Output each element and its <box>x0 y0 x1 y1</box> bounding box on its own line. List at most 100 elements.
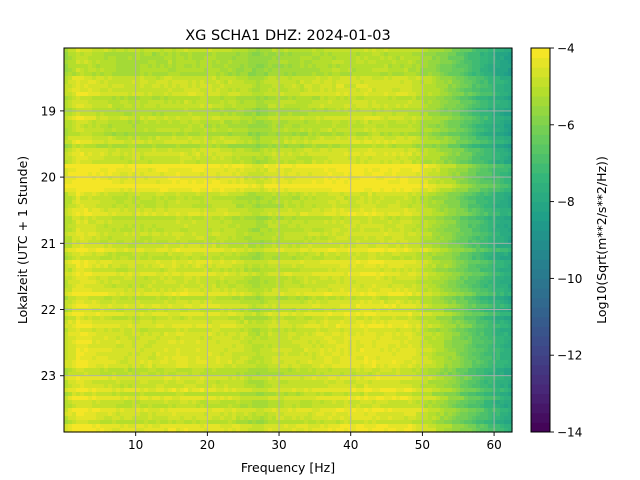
spectrogram-cell <box>480 160 485 165</box>
spectrogram-cell <box>448 168 453 173</box>
spectrogram-cell <box>216 156 221 161</box>
spectrogram-cell <box>88 224 93 229</box>
spectrogram-cell <box>424 52 429 57</box>
spectrogram-cell <box>460 80 465 85</box>
spectrogram-cell <box>468 184 473 189</box>
spectrogram-cell <box>496 64 501 69</box>
spectrogram-cell <box>408 84 413 89</box>
spectrogram-cell <box>228 192 233 197</box>
spectrogram-cell <box>328 220 333 225</box>
spectrogram-cell <box>248 80 253 85</box>
spectrogram-cell <box>132 56 137 61</box>
spectrogram-cell <box>164 156 169 161</box>
spectrogram-cell <box>248 128 253 133</box>
spectrogram-cell <box>312 152 317 157</box>
spectrogram-cell <box>484 136 489 141</box>
spectrogram-cell <box>120 148 125 153</box>
spectrogram-cell <box>368 196 373 201</box>
spectrogram-cell <box>504 220 509 225</box>
spectrogram-cell <box>336 192 341 197</box>
spectrogram-cell <box>164 116 169 121</box>
spectrogram-cell <box>104 172 109 177</box>
spectrogram-cell <box>180 208 185 213</box>
spectrogram-cell <box>456 168 461 173</box>
spectrogram-cell <box>288 72 293 77</box>
spectrogram-cell <box>428 188 433 193</box>
spectrogram-cell <box>124 180 129 185</box>
spectrogram-cell <box>84 72 89 77</box>
spectrogram-cell <box>80 208 85 213</box>
spectrogram-cell <box>396 152 401 157</box>
spectrogram-cell <box>244 124 249 129</box>
spectrogram-cell <box>172 132 177 137</box>
spectrogram-cell <box>360 212 365 217</box>
spectrogram-cell <box>292 80 297 85</box>
spectrogram-cell <box>360 164 365 169</box>
spectrogram-cell <box>164 176 169 181</box>
spectrogram-cell <box>92 172 97 177</box>
spectrogram-cell <box>244 68 249 73</box>
spectrogram-cell <box>192 140 197 145</box>
spectrogram-cell <box>124 116 129 121</box>
spectrogram-cell <box>444 172 449 177</box>
spectrogram-cell <box>344 84 349 89</box>
spectrogram-cell <box>120 60 125 65</box>
spectrogram-cell <box>272 164 277 169</box>
spectrogram-cell <box>460 136 465 141</box>
spectrogram-cell <box>104 220 109 225</box>
spectrogram-cell <box>472 216 477 221</box>
spectrogram-cell <box>200 152 205 157</box>
spectrogram-cell <box>376 204 381 209</box>
spectrogram-cell <box>268 132 273 137</box>
spectrogram-cell <box>412 196 417 201</box>
spectrogram-cell <box>104 116 109 121</box>
spectrogram-cell <box>180 176 185 181</box>
spectrogram-cell <box>204 144 209 149</box>
spectrogram-cell <box>300 200 305 205</box>
spectrogram-cell <box>156 196 161 201</box>
spectrogram-cell <box>260 60 265 65</box>
spectrogram-cell <box>380 120 385 125</box>
spectrogram-cell <box>216 180 221 185</box>
spectrogram-cell <box>480 80 485 85</box>
spectrogram-cell <box>476 112 481 117</box>
spectrogram-cell <box>372 92 377 97</box>
spectrogram-cell <box>260 172 265 177</box>
spectrogram-cell <box>344 116 349 121</box>
spectrogram-cell <box>224 208 229 213</box>
spectrogram-cell <box>272 80 277 85</box>
spectrogram-cell <box>400 72 405 77</box>
spectrogram-cell <box>476 196 481 201</box>
spectrogram-cell <box>496 104 501 109</box>
spectrogram-cell <box>424 100 429 105</box>
spectrogram-cell <box>432 76 437 81</box>
spectrogram-cell <box>100 208 105 213</box>
spectrogram-cell <box>380 108 385 113</box>
spectrogram-cell <box>440 116 445 121</box>
spectrogram-cell <box>456 188 461 193</box>
spectrogram-cell <box>484 172 489 177</box>
spectrogram-cell <box>312 168 317 173</box>
spectrogram-cell <box>132 192 137 197</box>
spectrogram-cell <box>280 120 285 125</box>
spectrogram-cell <box>284 60 289 65</box>
spectrogram-cell <box>68 112 73 117</box>
spectrogram-cell <box>376 184 381 189</box>
spectrogram-cell <box>444 220 449 225</box>
spectrogram-cell <box>196 196 201 201</box>
spectrogram-cell <box>172 56 177 61</box>
spectrogram-cell <box>108 56 113 61</box>
spectrogram-cell <box>472 220 477 225</box>
spectrogram-cell <box>316 224 321 229</box>
spectrogram-cell <box>380 112 385 117</box>
spectrogram-cell <box>248 144 253 149</box>
spectrogram-cell <box>240 188 245 193</box>
spectrogram-cell <box>192 76 197 81</box>
spectrogram-cell <box>72 220 77 225</box>
spectrogram-cell <box>144 172 149 177</box>
spectrogram-cell <box>316 140 321 145</box>
spectrogram-cell <box>252 204 257 209</box>
spectrogram-cell <box>396 140 401 145</box>
spectrogram-cell <box>196 144 201 149</box>
spectrogram-cell <box>304 164 309 169</box>
